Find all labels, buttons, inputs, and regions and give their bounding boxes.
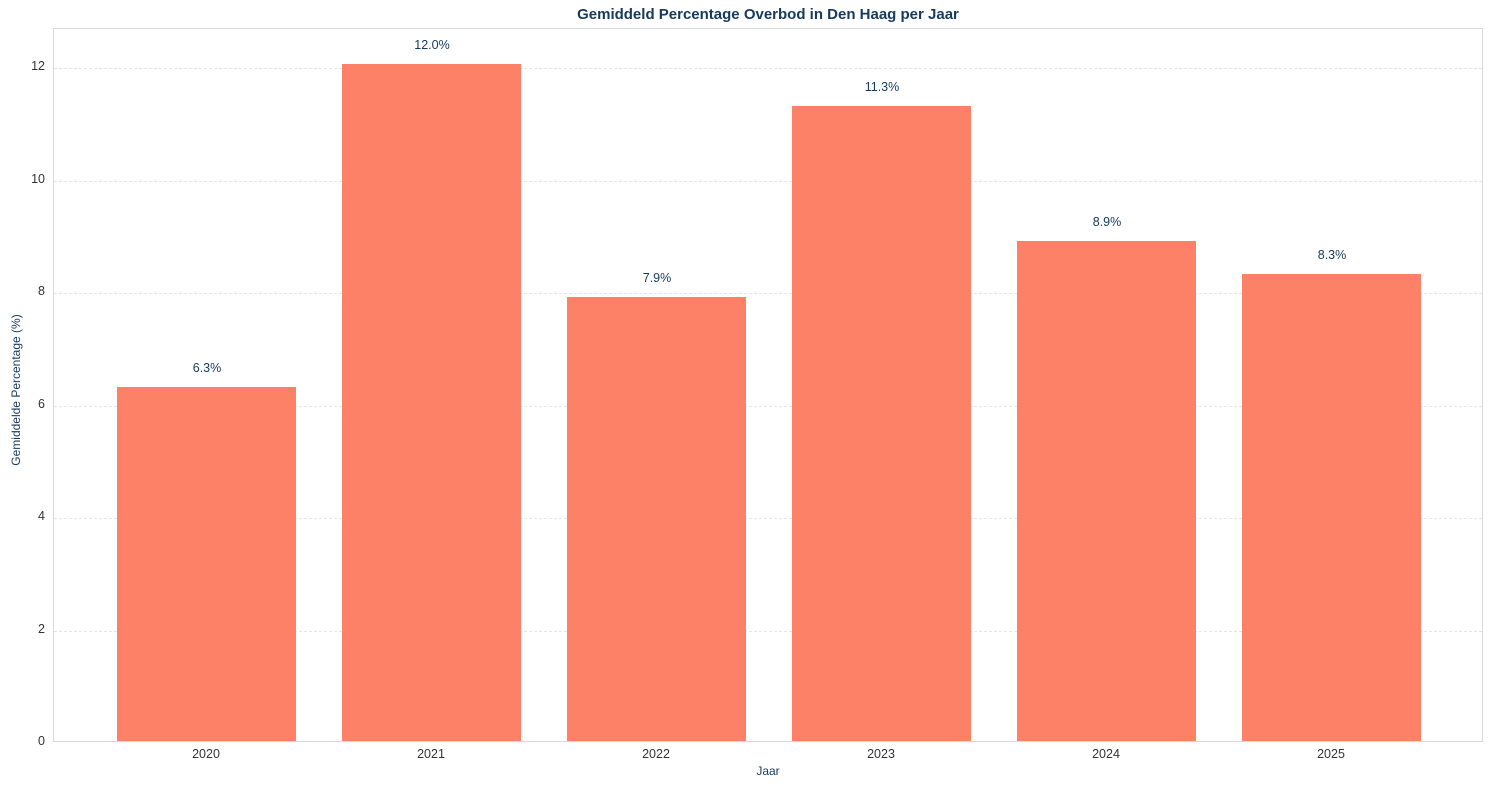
bar-2025 bbox=[1242, 274, 1421, 741]
y-tick-label-6: 6 bbox=[38, 396, 45, 411]
bar-2021 bbox=[342, 64, 521, 741]
y-tick-label-8: 8 bbox=[38, 284, 45, 299]
x-tick-label-2021: 2021 bbox=[417, 747, 445, 761]
bar-2023 bbox=[792, 106, 971, 741]
bar-2024 bbox=[1017, 241, 1196, 741]
x-tick-label-2020: 2020 bbox=[192, 747, 220, 761]
gridline-y-6 bbox=[54, 405, 1482, 407]
gridline-y-12 bbox=[54, 68, 1482, 70]
y-tick-label-10: 10 bbox=[31, 171, 45, 186]
x-tick-label-2025: 2025 bbox=[1317, 747, 1345, 761]
gridline-y-8 bbox=[54, 293, 1482, 295]
y-tick-label-4: 4 bbox=[38, 509, 45, 524]
bar-value-label-2021: 12.0% bbox=[414, 38, 450, 52]
y-tick-label-0: 0 bbox=[38, 734, 45, 748]
bar-2022 bbox=[567, 297, 746, 741]
x-tick-label-2024: 2024 bbox=[1092, 747, 1120, 761]
gridline-y-4 bbox=[54, 518, 1482, 520]
bar-value-label-2023: 11.3% bbox=[864, 80, 900, 94]
gridline-y-2 bbox=[54, 630, 1482, 632]
y-tick-label-12: 12 bbox=[31, 59, 45, 74]
bar-value-label-2022: 7.9% bbox=[642, 271, 672, 285]
plot-area: 6.3% 12.0% 7.9% 11.3% 8.9% 8.3% bbox=[53, 28, 1483, 742]
x-tick-label-2023: 2023 bbox=[867, 747, 895, 761]
chart-title: Gemiddeld Percentage Overbod in Den Haag… bbox=[577, 6, 959, 23]
x-tick-label-2022: 2022 bbox=[642, 747, 670, 761]
x-axis-title: Jaar bbox=[756, 764, 780, 778]
bar-2020 bbox=[117, 387, 296, 741]
gridline-y-10 bbox=[54, 180, 1482, 182]
bar-value-label-2020: 6.3% bbox=[192, 361, 222, 375]
bar-value-label-2024: 8.9% bbox=[1092, 215, 1122, 229]
bar-value-label-2025: 8.3% bbox=[1317, 248, 1347, 262]
y-tick-label-2: 2 bbox=[38, 621, 45, 636]
